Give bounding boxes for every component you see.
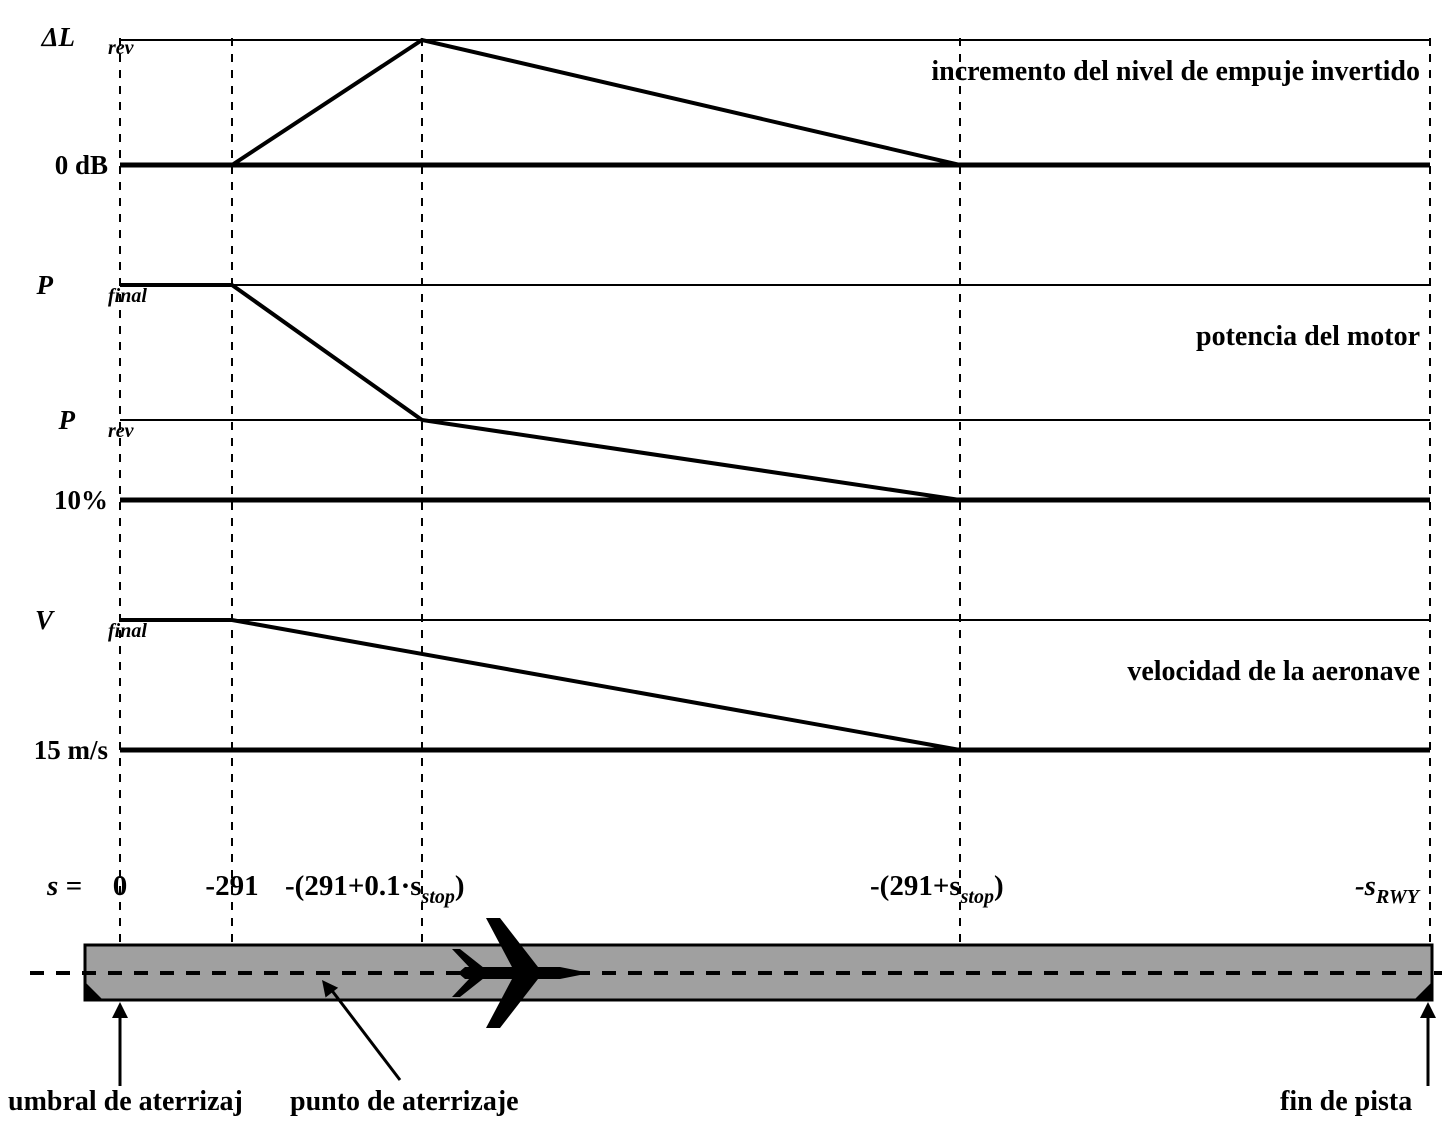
ylabel: 10% [54,485,108,515]
ylabel-sub: rev [108,37,135,59]
label-threshold: umbral de aterrizaj [8,1086,243,1117]
chart2-title: potencia del motor [1196,321,1420,352]
xaxis-tick: -291 [205,870,258,902]
ylabel-sub: final [108,620,147,642]
ylabel: V [35,605,55,635]
ylabel: P [36,270,54,300]
ylabel: 15 m/s [34,735,108,765]
ylabel: 0 dB [55,150,108,180]
xaxis-s-label: s = [46,870,82,902]
landing-profile-diagram: incremento del nivel de empuje invertido… [0,0,1455,1134]
ylabel: ΔL [41,22,75,52]
chart3-title: velocidad de la aeronave [1127,656,1420,687]
label-touchdown: punto de aterrizaje [290,1086,519,1117]
label-end: fin de pista [1280,1086,1412,1117]
ylabel: P [58,405,76,435]
ylabel-sub: final [108,285,147,307]
xaxis-tick: 0 [113,870,128,902]
ylabel-sub: rev [108,420,135,442]
chart1-title: incremento del nivel de empuje invertido [931,56,1420,87]
